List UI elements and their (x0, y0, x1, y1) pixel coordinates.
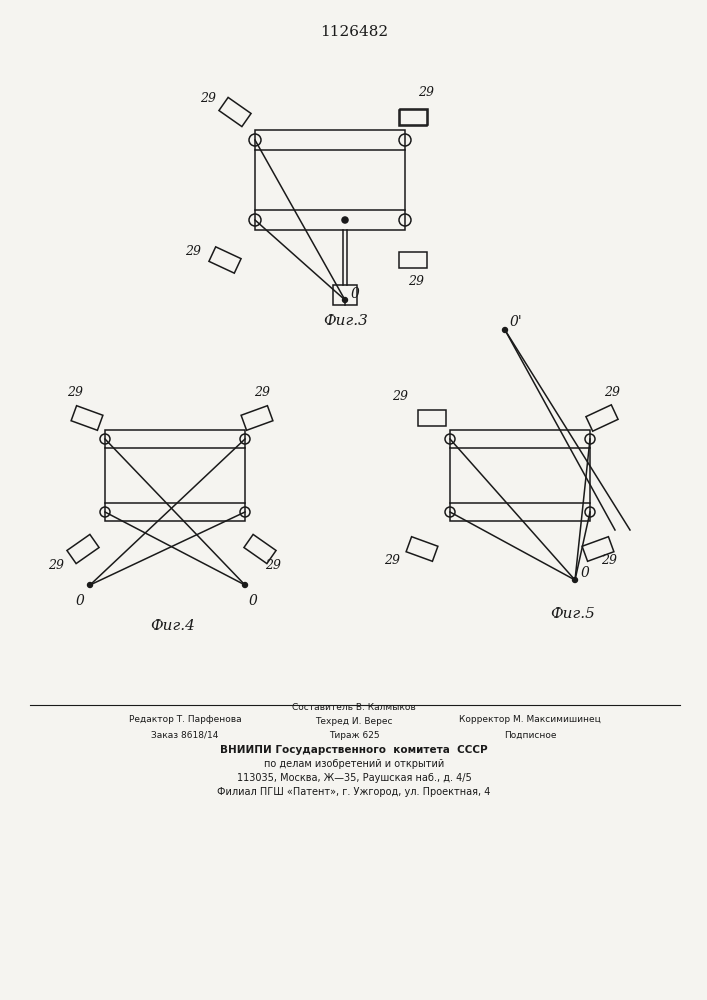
Text: 29: 29 (185, 245, 201, 258)
Bar (333, 285, 357, 305)
Text: 29: 29 (67, 386, 83, 399)
Text: Техред И. Верес: Техред И. Верес (315, 717, 393, 726)
Text: Заказ 8618/14: Заказ 8618/14 (151, 731, 218, 740)
Text: Тираж 625: Тираж 625 (329, 731, 380, 740)
Text: Подписное: Подписное (504, 731, 556, 740)
Text: 29: 29 (392, 390, 408, 403)
Text: 29: 29 (604, 386, 620, 399)
Text: 29: 29 (418, 86, 434, 99)
Text: Фиг.4: Фиг.4 (150, 619, 195, 633)
Circle shape (88, 582, 93, 587)
Text: 29: 29 (48, 559, 64, 572)
Text: 29: 29 (384, 554, 400, 567)
Text: по делам изобретений и открытий: по делам изобретений и открытий (264, 759, 444, 769)
Text: 29: 29 (200, 92, 216, 105)
Text: 29: 29 (601, 554, 617, 567)
Circle shape (342, 217, 348, 223)
Circle shape (573, 578, 578, 582)
Text: ВНИИПИ Государственного  комитета  СССР: ВНИИПИ Государственного комитета СССР (220, 745, 488, 755)
Text: Редактор Т. Парфенова: Редактор Т. Парфенова (129, 715, 241, 724)
Text: 29: 29 (265, 559, 281, 572)
Circle shape (243, 582, 247, 587)
Bar (450, 430, 590, 448)
Text: 0': 0' (510, 315, 522, 329)
Text: Фиг.5: Фиг.5 (550, 607, 595, 621)
Text: 29: 29 (254, 386, 270, 399)
Bar (105, 503, 245, 521)
Bar (255, 130, 405, 150)
Text: Корректор М. Максимишинец: Корректор М. Максимишинец (459, 715, 601, 724)
Bar (450, 503, 590, 521)
Circle shape (342, 298, 348, 302)
Text: 113035, Москва, Ж—35, Раушская наб., д. 4/5: 113035, Москва, Ж—35, Раушская наб., д. … (237, 773, 472, 783)
Bar (255, 210, 405, 230)
Text: Филиал ПГШ «Патент», г. Ужгород, ул. Проектная, 4: Филиал ПГШ «Патент», г. Ужгород, ул. Про… (217, 787, 491, 797)
Circle shape (503, 328, 508, 332)
Text: Составитель В. Калмыков: Составитель В. Калмыков (292, 703, 416, 712)
Text: 1126482: 1126482 (320, 25, 388, 39)
Text: 0: 0 (581, 566, 590, 580)
Text: 0: 0 (351, 287, 360, 301)
Text: 0: 0 (76, 594, 85, 608)
Text: 0: 0 (249, 594, 258, 608)
Text: Фиг.3: Фиг.3 (323, 314, 368, 328)
Bar (105, 430, 245, 448)
Text: 29: 29 (408, 275, 424, 288)
Bar (400, 109, 428, 125)
